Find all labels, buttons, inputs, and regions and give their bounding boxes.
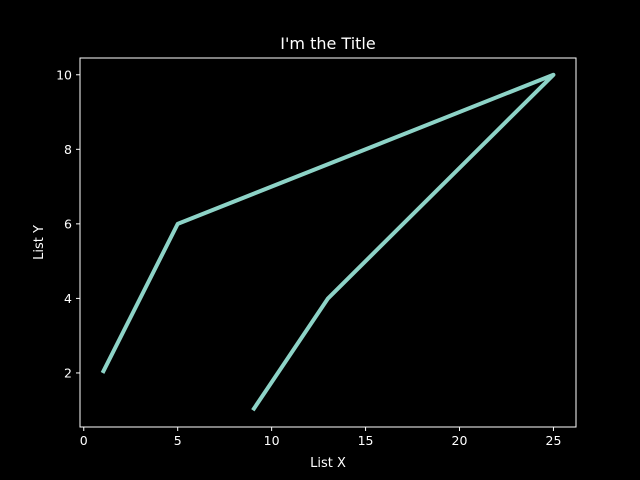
y-tick-label: 2: [64, 365, 72, 380]
y-tick-label: 10: [56, 67, 72, 82]
x-tick-label: 5: [174, 433, 182, 448]
x-axis-label: List X: [310, 456, 346, 471]
chart-title: I'm the Title: [280, 34, 375, 53]
x-axis: 0 5 10 15 20 25: [80, 427, 562, 448]
x-tick-label: 25: [546, 433, 562, 448]
x-tick-label: 0: [80, 433, 88, 448]
x-tick-label: 20: [452, 433, 468, 448]
series-line: [100, 72, 556, 412]
y-tick-label: 4: [64, 291, 72, 306]
y-axis-label: List Y: [32, 225, 47, 260]
y-tick-label: 8: [64, 142, 72, 157]
axes-frame: [79, 57, 577, 428]
x-tick-label: 15: [358, 433, 374, 448]
plot-area: [100, 72, 556, 412]
y-axis: 2 4 6 8 10: [56, 67, 80, 380]
y-tick-label: 6: [64, 216, 72, 231]
x-tick-label: 10: [264, 433, 280, 448]
